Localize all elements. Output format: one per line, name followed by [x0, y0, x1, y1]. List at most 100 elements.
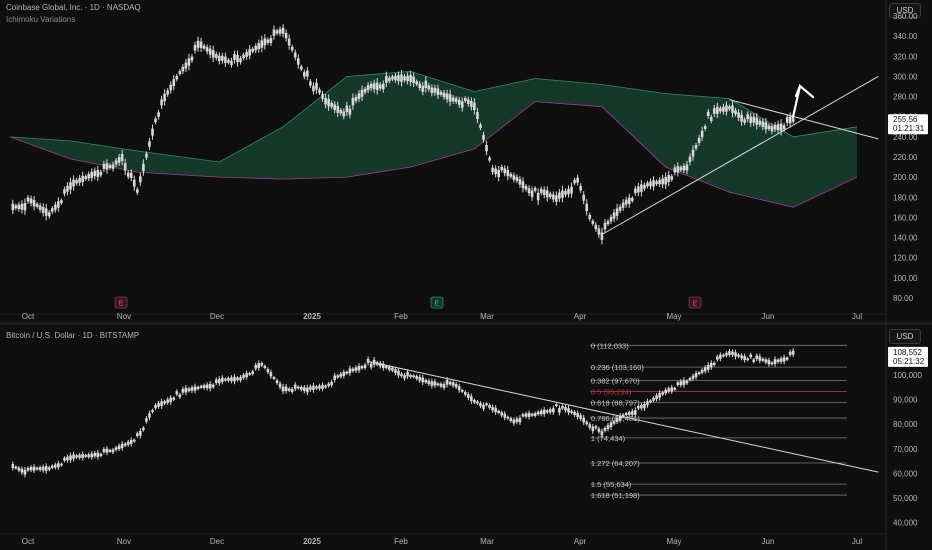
- bottom-price-candle: [482, 404, 485, 409]
- bottom-price-candle: [105, 448, 109, 453]
- top-price-candle: [494, 168, 497, 175]
- top-price-candle: [339, 109, 343, 114]
- bottom-price-candle: [700, 369, 704, 373]
- top-price-candle: [600, 232, 604, 240]
- bottom-price-candle: [606, 425, 610, 429]
- top-price-candle: [81, 175, 84, 183]
- top-price-candle: [20, 203, 24, 210]
- top-price-candle: [451, 97, 455, 102]
- bottom-price-candle: [676, 382, 680, 386]
- bottom-price-candle: [634, 410, 637, 415]
- top-price-candle: [293, 52, 297, 58]
- bottom-price-candle: [233, 376, 236, 382]
- top-price-candle: [652, 180, 655, 187]
- bottom-x-tick-label: May: [666, 537, 681, 546]
- bottom-price-candle: [287, 388, 291, 391]
- top-price-candle: [227, 59, 230, 63]
- top-price-candle: [597, 228, 601, 235]
- bottom-price-candle: [588, 424, 592, 428]
- earnings-badge: [430, 296, 444, 309]
- top-price-candle: [497, 170, 500, 178]
- top-price-candle: [436, 88, 440, 95]
- bottom-price-candle: [421, 377, 425, 383]
- top-price-candle: [703, 126, 707, 130]
- top-price-candle: [251, 48, 255, 52]
- top-price-candle: [41, 206, 45, 213]
- bottom-price-candle: [743, 356, 746, 361]
- bottom-price-candle: [703, 367, 707, 372]
- bottom-currency-button[interactable]: USD: [889, 329, 921, 344]
- bottom-price-candle: [439, 383, 443, 387]
- top-price-candle: [193, 45, 197, 51]
- top-price-candle: [679, 167, 683, 171]
- bottom-price-candle: [503, 413, 507, 418]
- bottom-price-candle: [345, 371, 349, 374]
- bottom-price-candle: [148, 413, 151, 418]
- top-price-candle: [545, 190, 549, 198]
- bottom-price-candle: [527, 412, 531, 417]
- top-price-candle: [139, 176, 142, 183]
- bottom-price-candle: [385, 366, 388, 369]
- top-price-candle: [782, 125, 786, 130]
- earnings-badge-label: E: [693, 301, 698, 308]
- bottom-price-candle: [69, 455, 72, 461]
- top-y-tick-label: 100.00: [893, 274, 918, 283]
- top-price-candle: [427, 85, 431, 90]
- top-price-candle: [539, 188, 543, 193]
- top-y-tick-label: 340.00: [893, 32, 918, 41]
- bottom-price-candle: [479, 403, 482, 407]
- bottom-price-candle: [102, 448, 106, 453]
- top-price-candle: [634, 188, 637, 194]
- top-price-candle: [536, 192, 540, 201]
- indicator-label[interactable]: Ichimoku Variations: [6, 15, 76, 24]
- bottom-price-candle: [184, 387, 188, 393]
- bottom-x-tick-label: Jul: [852, 537, 862, 546]
- top-price-candle: [388, 77, 391, 82]
- top-price-candle: [412, 76, 415, 84]
- top-y-tick-label: 80.00: [893, 294, 914, 303]
- top-price-candle: [424, 80, 428, 89]
- top-current-price-box: [888, 114, 928, 135]
- bottom-price-candle: [539, 410, 543, 415]
- bottom-price-candle: [84, 454, 87, 457]
- bottom-countdown: 05:21:32: [893, 357, 925, 366]
- top-price-candle: [218, 55, 221, 62]
- top-price-candle: [60, 200, 63, 204]
- top-price-candle: [221, 55, 224, 61]
- bottom-price-candle: [142, 427, 145, 431]
- top-price-candle: [749, 116, 753, 123]
- bottom-price-candle: [603, 427, 607, 431]
- top-price-candle: [606, 221, 610, 225]
- bottom-price-candle: [542, 409, 546, 415]
- bottom-price-candle: [494, 407, 497, 413]
- top-price-candle: [579, 185, 582, 191]
- bottom-price-candle: [236, 377, 239, 381]
- top-price-candle: [758, 120, 762, 125]
- top-currency-button[interactable]: USD: [889, 3, 921, 18]
- bottom-price-candle: [187, 388, 191, 391]
- top-price-candle: [442, 92, 446, 98]
- bottom-price-candle: [716, 356, 719, 360]
- top-price-candle: [728, 106, 731, 110]
- top-price-candle: [63, 189, 66, 194]
- top-price-candle: [406, 75, 409, 82]
- bottom-price-candle: [151, 409, 154, 413]
- bottom-price-candle: [791, 350, 795, 355]
- bottom-price-candle: [755, 355, 759, 360]
- bottom-price-candle: [263, 365, 267, 369]
- top-price-candle: [570, 186, 573, 194]
- bottom-price-candle: [412, 375, 415, 378]
- top-price-candle: [348, 108, 352, 115]
- top-price-candle: [755, 117, 759, 125]
- top-price-candle: [776, 124, 780, 131]
- top-price-candle: [375, 82, 379, 91]
- top-price-candle: [163, 93, 166, 102]
- top-price-candle: [488, 157, 491, 161]
- top-price-candle: [312, 85, 315, 92]
- top-price-candle: [448, 94, 452, 102]
- bottom-price-candle: [746, 358, 749, 361]
- bottom-price-candle: [758, 356, 762, 361]
- bottom-price-candle: [120, 443, 124, 449]
- top-price-candle: [752, 116, 756, 123]
